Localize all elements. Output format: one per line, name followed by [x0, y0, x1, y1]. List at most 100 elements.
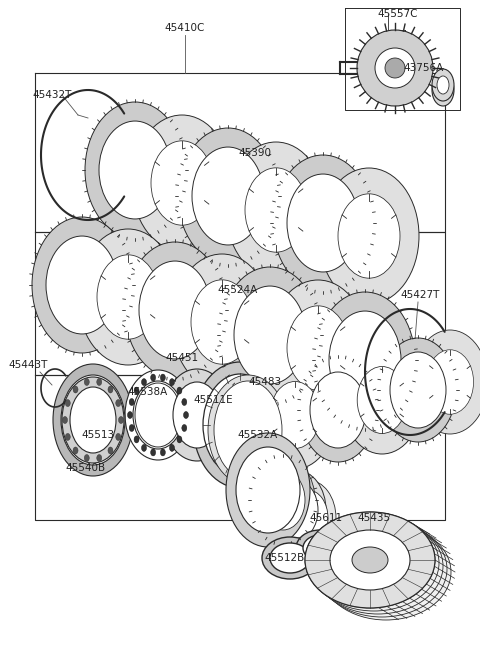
Ellipse shape	[128, 411, 132, 419]
Ellipse shape	[432, 74, 454, 106]
Ellipse shape	[220, 267, 320, 403]
Ellipse shape	[192, 147, 264, 245]
Text: 45451: 45451	[166, 353, 199, 363]
Ellipse shape	[46, 236, 118, 334]
Ellipse shape	[329, 311, 401, 409]
Ellipse shape	[342, 346, 422, 454]
Ellipse shape	[151, 449, 156, 456]
Ellipse shape	[73, 386, 78, 393]
Ellipse shape	[321, 524, 451, 620]
Ellipse shape	[169, 379, 175, 386]
Ellipse shape	[385, 58, 405, 78]
Ellipse shape	[129, 398, 134, 405]
Ellipse shape	[53, 364, 133, 476]
Text: 45512B: 45512B	[265, 553, 305, 563]
Ellipse shape	[97, 255, 159, 339]
Ellipse shape	[296, 530, 344, 566]
Text: 45443T: 45443T	[8, 360, 48, 370]
Ellipse shape	[327, 531, 357, 553]
Ellipse shape	[287, 306, 349, 390]
Ellipse shape	[274, 480, 318, 540]
Ellipse shape	[125, 370, 191, 460]
Text: 45524A: 45524A	[218, 285, 258, 295]
Ellipse shape	[160, 374, 166, 381]
Ellipse shape	[160, 449, 166, 456]
Ellipse shape	[303, 535, 337, 561]
Ellipse shape	[270, 543, 310, 573]
Text: 43756A: 43756A	[404, 63, 444, 73]
Ellipse shape	[300, 358, 376, 462]
Ellipse shape	[426, 350, 474, 414]
Ellipse shape	[214, 381, 282, 479]
Ellipse shape	[193, 362, 287, 488]
Ellipse shape	[177, 387, 182, 394]
Text: 45611: 45611	[310, 513, 343, 523]
Ellipse shape	[352, 547, 388, 573]
Ellipse shape	[315, 292, 415, 428]
Ellipse shape	[134, 387, 139, 394]
Ellipse shape	[270, 381, 320, 449]
Ellipse shape	[320, 526, 364, 558]
Ellipse shape	[163, 369, 231, 461]
Ellipse shape	[375, 48, 415, 88]
Ellipse shape	[169, 444, 175, 451]
Text: 45410C: 45410C	[165, 23, 205, 33]
Ellipse shape	[319, 168, 419, 304]
Ellipse shape	[62, 377, 124, 463]
Ellipse shape	[380, 338, 456, 442]
Ellipse shape	[313, 518, 443, 614]
Ellipse shape	[310, 372, 366, 448]
Ellipse shape	[116, 400, 121, 407]
Ellipse shape	[65, 434, 70, 440]
Ellipse shape	[390, 352, 446, 428]
Ellipse shape	[182, 424, 187, 432]
Ellipse shape	[226, 433, 310, 547]
Ellipse shape	[108, 386, 113, 393]
Ellipse shape	[261, 470, 305, 530]
Ellipse shape	[151, 141, 213, 225]
Ellipse shape	[172, 254, 272, 390]
Ellipse shape	[134, 436, 139, 443]
Text: 45427T: 45427T	[400, 290, 440, 300]
Ellipse shape	[173, 382, 221, 448]
Ellipse shape	[85, 102, 185, 238]
Ellipse shape	[84, 379, 89, 386]
Ellipse shape	[119, 417, 123, 424]
Text: 45532A: 45532A	[238, 430, 278, 440]
Ellipse shape	[226, 142, 326, 278]
Ellipse shape	[132, 115, 232, 251]
Ellipse shape	[305, 512, 435, 608]
Text: 45540B: 45540B	[65, 463, 105, 473]
Ellipse shape	[78, 229, 178, 365]
Ellipse shape	[133, 381, 183, 449]
Ellipse shape	[208, 375, 288, 485]
Ellipse shape	[97, 455, 102, 462]
Ellipse shape	[142, 379, 146, 386]
Ellipse shape	[287, 174, 359, 272]
Ellipse shape	[73, 447, 78, 454]
Ellipse shape	[262, 537, 318, 579]
Ellipse shape	[234, 286, 306, 384]
Ellipse shape	[84, 455, 89, 462]
Text: 45557C: 45557C	[378, 9, 418, 19]
Ellipse shape	[178, 128, 278, 264]
Ellipse shape	[210, 383, 270, 467]
Ellipse shape	[432, 69, 454, 101]
Ellipse shape	[266, 470, 326, 550]
Ellipse shape	[273, 155, 373, 291]
Ellipse shape	[61, 375, 125, 465]
Ellipse shape	[305, 512, 435, 608]
Ellipse shape	[330, 530, 410, 590]
Ellipse shape	[357, 367, 407, 434]
Ellipse shape	[62, 417, 68, 424]
Ellipse shape	[245, 168, 307, 252]
Ellipse shape	[317, 521, 447, 617]
Text: 45432T: 45432T	[32, 90, 72, 100]
Text: 45513: 45513	[82, 430, 115, 440]
Text: 45538A: 45538A	[128, 387, 168, 397]
Text: 45390: 45390	[239, 148, 272, 158]
Ellipse shape	[32, 217, 132, 353]
Ellipse shape	[268, 280, 368, 416]
Ellipse shape	[139, 261, 211, 359]
Ellipse shape	[280, 480, 336, 556]
